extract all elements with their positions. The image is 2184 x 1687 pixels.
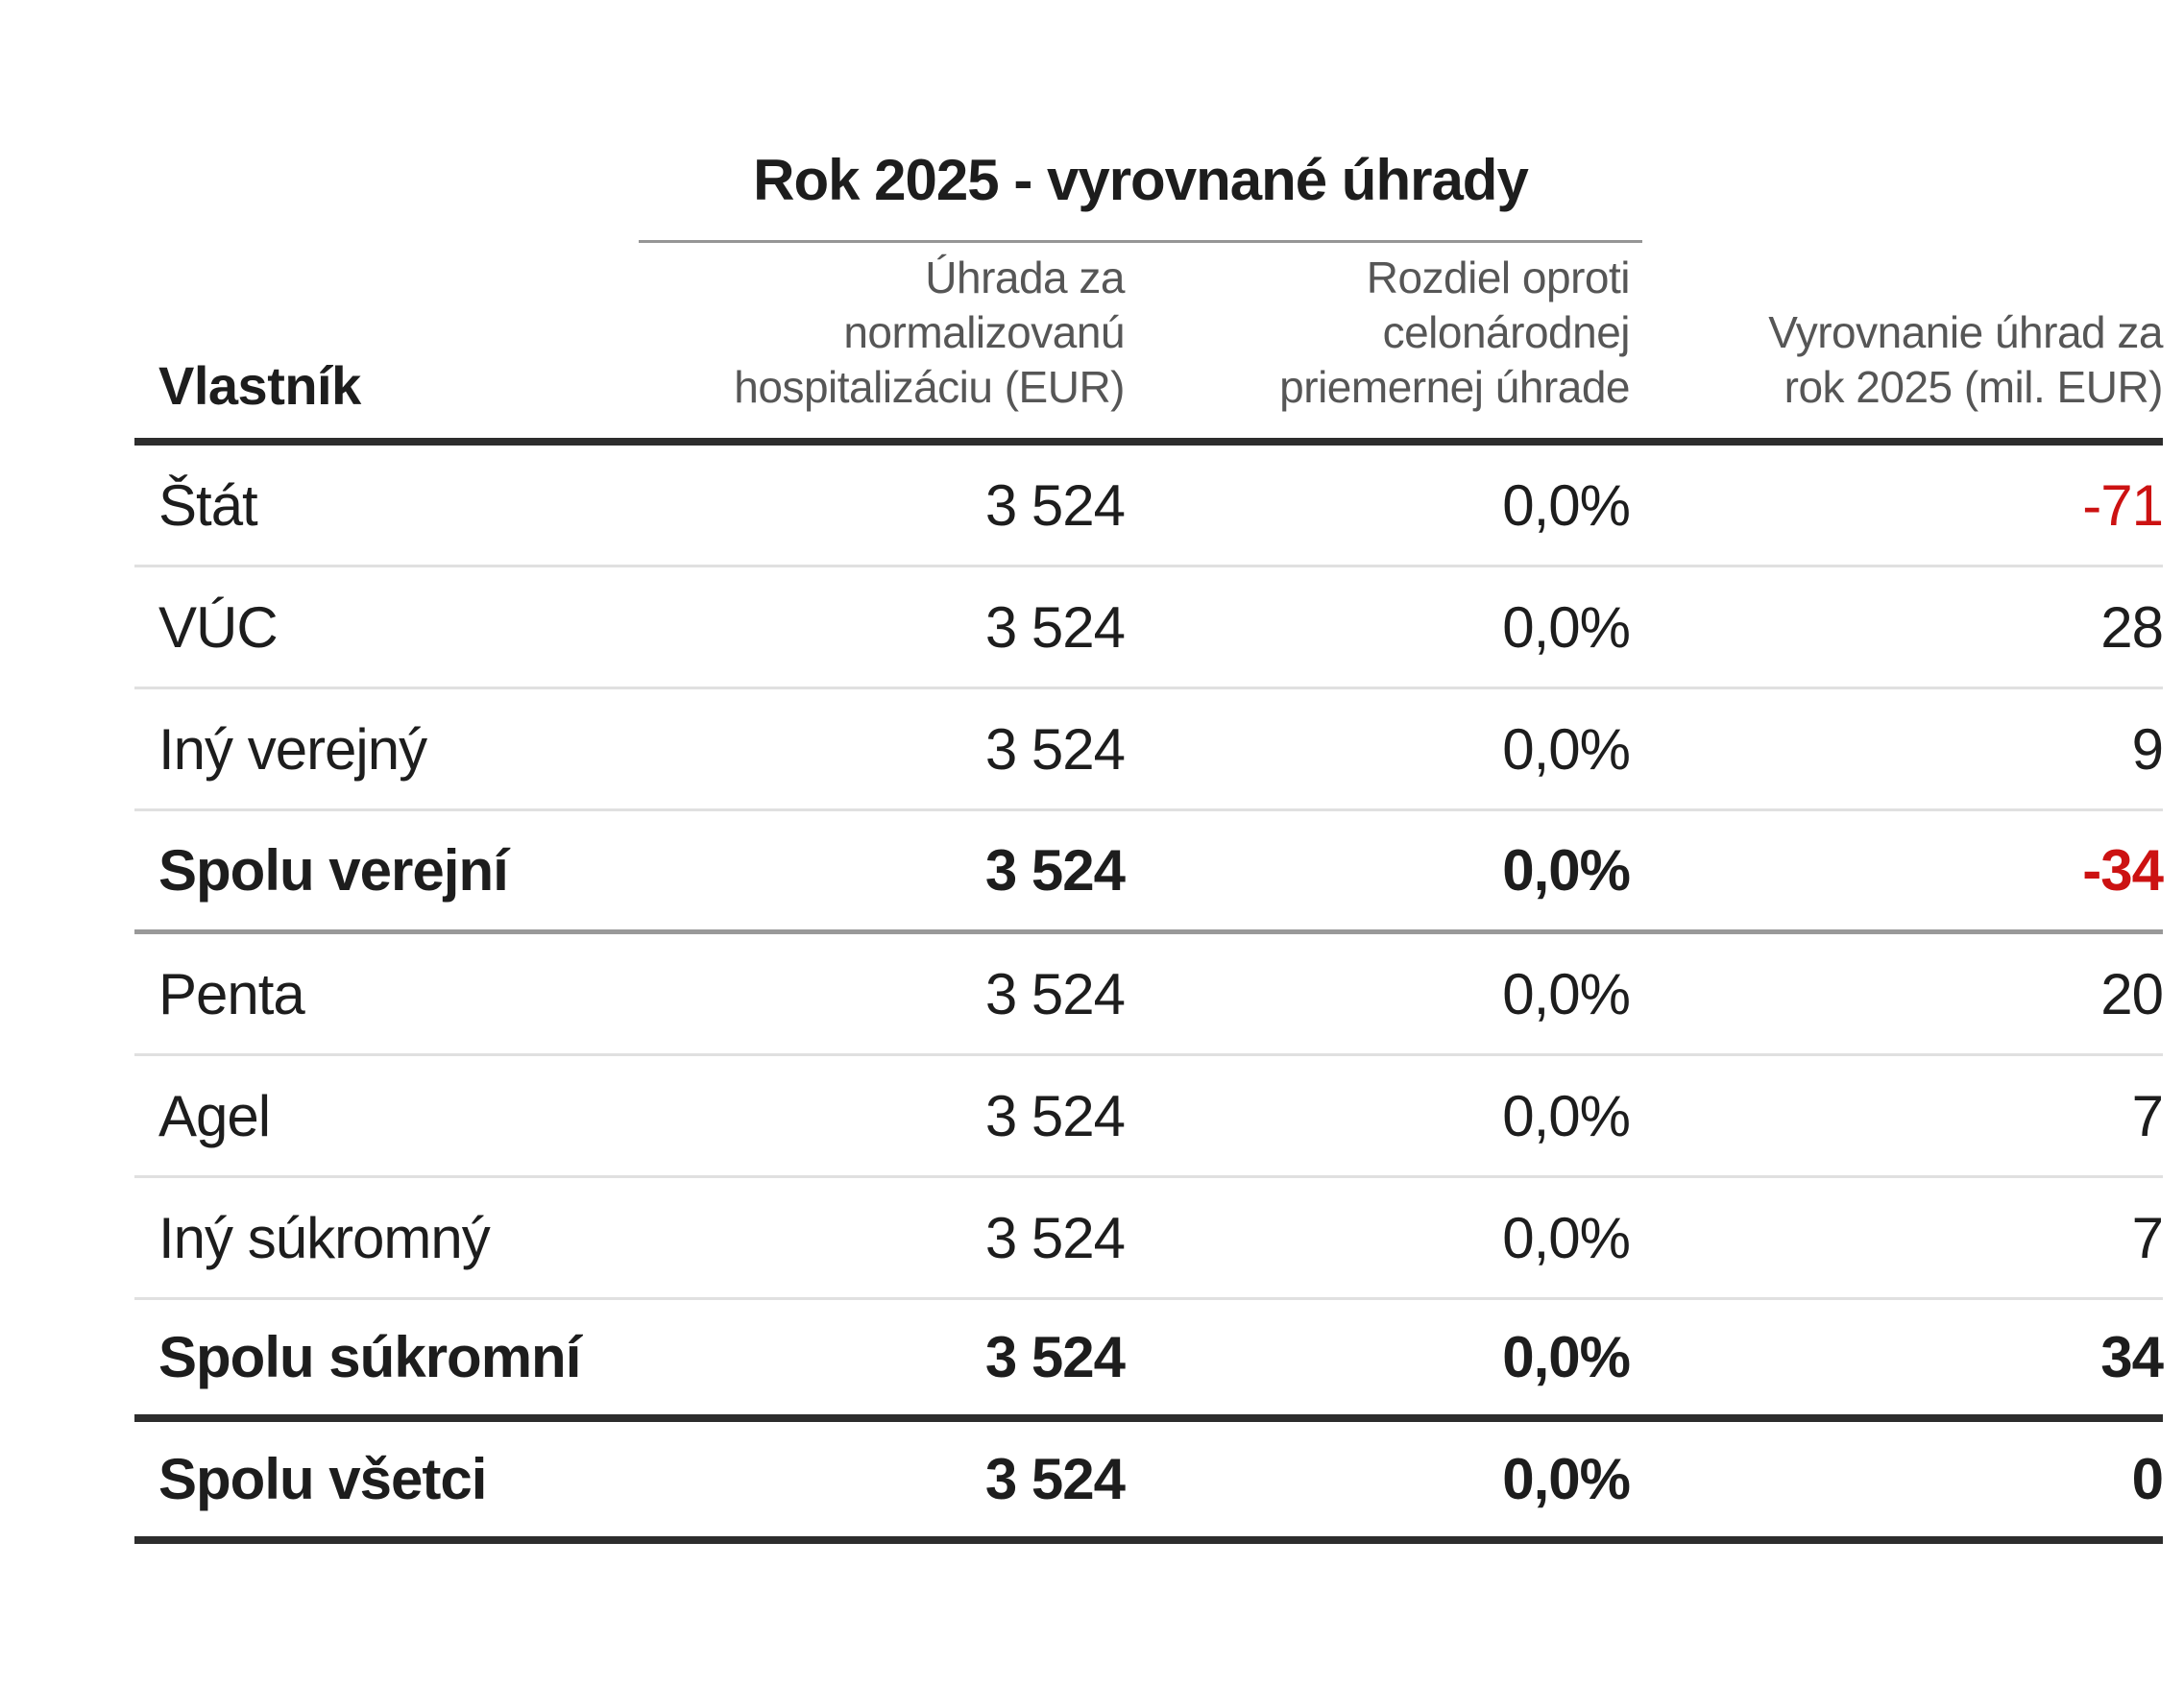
payment-cell: 3 524 [984,1205,1126,1270]
table-row: VÚC 3 524 0,0% 28 [134,567,2164,689]
diff-cell: 0,0% [1502,961,1631,1026]
diff-cell: 0,0% [1502,838,1631,903]
column-header-line: normalizovanú [843,307,1125,357]
table-row: Penta 3 524 0,0% 20 [134,934,2164,1056]
diff-cell: 0,0% [1502,1205,1631,1270]
settlement-cell: 7 [2131,1083,2164,1148]
column-header-line: priemernej úhrade [1279,362,1630,412]
negative-value: -34 [2082,838,2164,903]
owner-cell: Iný súkromný [158,1205,491,1270]
table-row: Agel 3 524 0,0% 7 [134,1056,2164,1178]
diff-cell: 0,0% [1502,1083,1631,1148]
column-header-line: Rozdiel oproti [1366,253,1631,302]
settlement-cell: -34 [1630,837,2164,904]
owner-cell: Spolu súkromní [158,1325,581,1389]
table-row: Spolu verejní 3 524 0,0% -34 [134,811,2164,934]
settlement-cell: 7 [2131,1205,2164,1270]
table-row: Štát 3 524 0,0% -71 [134,446,2164,567]
owner-cell: VÚC [158,594,279,660]
settlement-cell: -71 [1630,472,2164,539]
column-header-line: rok 2025 (mil. EUR) [1784,362,2164,412]
table-row: Iný verejný 3 524 0,0% 9 [134,689,2164,811]
owner-cell: Spolu všetci [158,1447,487,1511]
owner-cell: Spolu verejní [158,838,509,903]
column-header-line: Úhrada za [925,253,1125,302]
diff-cell: 0,0% [1502,594,1631,660]
diff-cell: 0,0% [1502,1447,1631,1511]
diff-cell: 0,0% [1502,1325,1631,1389]
owner-cell: Agel [158,1083,271,1148]
settlement-cell: 9 [2131,716,2164,782]
column-header-payment: Úhrada za normalizovanú hospitalizáciu (EU… [639,251,1125,415]
column-header-settlement: Vyrovnanie úhrad za rok 2025 (mil. EUR) [1630,305,2163,415]
table-row: Spolu všetci 3 524 0,0% 0 [134,1422,2164,1544]
payment-cell: 3 524 [984,472,1126,538]
table-title: Rok 2025 - vyrovnané úhrady [639,146,1642,243]
diff-cell: 0,0% [1502,716,1631,782]
column-header-owner: Vlastník [134,357,639,415]
table-header-row: Vlastník Úhrada za normalizovanú hospitaliz… [134,243,2164,446]
column-header-line: Vyrovnanie úhrad za [1768,307,2163,357]
payment-cell: 3 524 [984,716,1126,782]
column-header-diff: Rozdiel oproti celonárodnej priemernej úhr… [1125,251,1630,415]
payment-cell: 3 524 [984,1083,1126,1148]
payment-cell: 3 524 [984,594,1126,660]
payment-cell: 3 524 [984,961,1126,1026]
negative-value: -71 [2082,472,2164,538]
diff-cell: 0,0% [1502,472,1631,538]
payment-cell: 3 524 [984,1325,1126,1389]
table-body: Štát 3 524 0,0% -71 VÚC 3 524 0,0% 28 Iný verejn… [134,446,2164,1544]
owner-cell: Iný verejný [158,716,427,782]
table-content: Rok 2025 - vyrovnané úhrady Vlastník Úhra… [134,0,2164,1544]
column-header-line: hospitalizáciu (EUR) [734,362,1125,412]
payment-cell: 3 524 [984,1447,1126,1511]
settlement-cell: 28 [2100,594,2164,660]
table-title-block: Rok 2025 - vyrovnané úhrady [639,0,1642,243]
column-header-line: Vlastník [158,355,361,416]
column-header-line: celonárodnej [1382,307,1631,357]
settlement-cell: 0 [2131,1447,2164,1511]
table-row: Iný súkromný 3 524 0,0% 7 [134,1178,2164,1300]
settlement-cell: 34 [2100,1325,2164,1389]
payment-cell: 3 524 [984,838,1126,903]
table-row: Spolu súkromní 3 524 0,0% 34 [134,1300,2164,1422]
owner-cell: Penta [158,961,305,1026]
settlement-cell: 20 [2100,961,2164,1026]
owner-cell: Štát [158,472,258,538]
